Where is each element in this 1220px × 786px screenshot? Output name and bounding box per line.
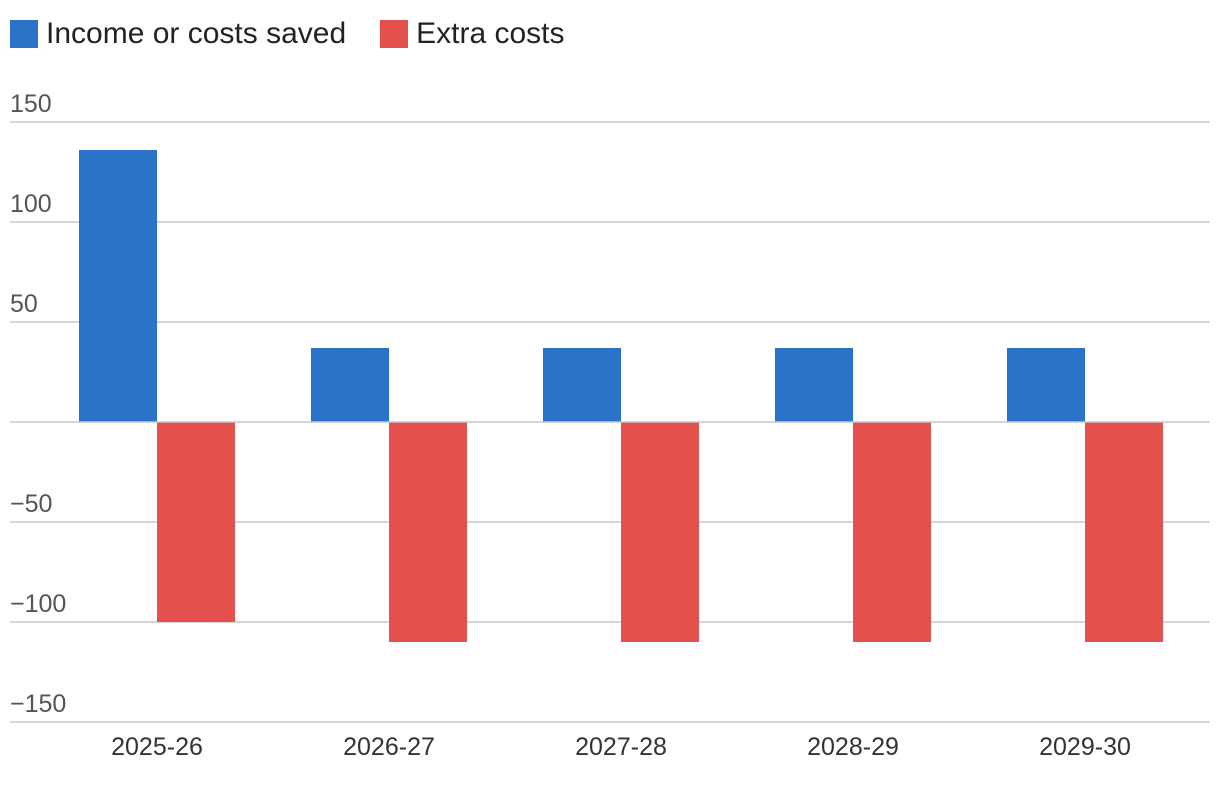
legend-swatch-extra-costs xyxy=(380,20,409,48)
bar-extra-costs xyxy=(1085,422,1163,642)
x-tick-label: 2029-30 xyxy=(1039,733,1131,761)
x-tick-label: 2025-26 xyxy=(111,733,203,761)
bar-extra-costs xyxy=(157,422,235,622)
legend-label-extra-costs: Extra costs xyxy=(416,17,565,50)
y-tick-label: −50 xyxy=(10,490,52,518)
legend-item-extra-costs: Extra costs xyxy=(380,17,565,51)
y-tick-label: −150 xyxy=(10,690,66,718)
legend-swatch-income xyxy=(10,20,38,48)
bar-income xyxy=(543,348,621,422)
bar-extra-costs xyxy=(853,422,931,642)
chart-legend: Income or costs saved Extra costs xyxy=(10,14,565,54)
bar-income xyxy=(79,150,157,422)
x-tick-label: 2027-28 xyxy=(575,733,667,761)
bar-extra-costs xyxy=(621,422,699,642)
legend-item-income: Income or costs saved xyxy=(10,17,346,51)
bar-income xyxy=(311,348,389,422)
y-tick-label: −100 xyxy=(10,590,66,618)
x-tick-label: 2026-27 xyxy=(343,733,435,761)
y-tick-label: 150 xyxy=(10,90,52,118)
bar-income xyxy=(775,348,853,422)
bar-extra-costs xyxy=(389,422,467,642)
x-tick-label: 2028-29 xyxy=(807,733,899,761)
y-tick-label: 100 xyxy=(10,190,52,218)
bar-income xyxy=(1007,348,1085,422)
y-tick-label: 50 xyxy=(10,290,38,318)
legend-label-income: Income or costs saved xyxy=(46,17,347,50)
